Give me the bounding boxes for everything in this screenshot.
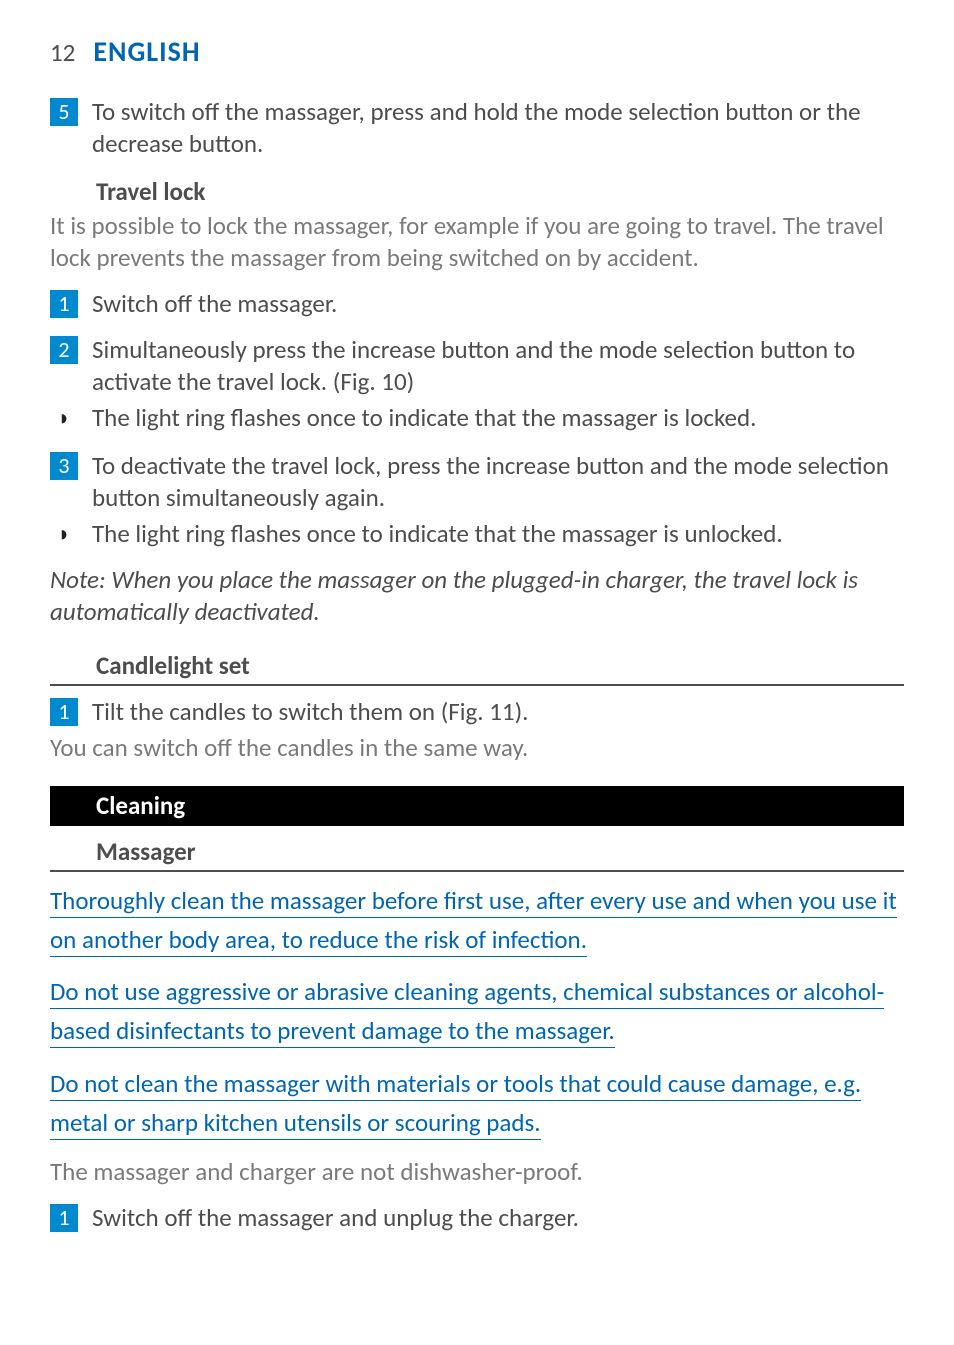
step-text: Tilt the candles to switch them on (Fig.… xyxy=(92,696,904,728)
bullet-item: ◗ The light ring flashes once to indicat… xyxy=(50,518,904,550)
travel-lock-step-2: 2 Simultaneously press the increase butt… xyxy=(50,334,904,398)
step-number-badge: 5 xyxy=(50,98,78,126)
travel-lock-step-1: 1 Switch off the massager. xyxy=(50,288,904,320)
bullet-text: The light ring flashes once to indicate … xyxy=(92,518,904,550)
section-candlelight: Candlelight set xyxy=(50,650,904,686)
chapter-cleaning: Cleaning xyxy=(50,786,904,826)
step-text: To switch off the massager, press and ho… xyxy=(92,96,904,160)
travel-lock-step-3: 3 To deactivate the travel lock, press t… xyxy=(50,450,904,514)
step-text: Switch off the massager. xyxy=(92,288,904,320)
language-title: ENGLISH xyxy=(93,34,200,70)
subheading-travel-lock: Travel lock xyxy=(96,176,904,208)
warning-text: Do not clean the massager with materials… xyxy=(50,1068,861,1140)
cleaning-warning-1: Thoroughly clean the massager before fir… xyxy=(50,882,904,960)
candlelight-step-1: 1 Tilt the candles to switch them on (Fi… xyxy=(50,696,904,728)
step-text: Simultaneously press the increase button… xyxy=(92,334,904,398)
travel-lock-intro: It is possible to lock the massager, for… xyxy=(50,210,904,274)
step-number-badge: 3 xyxy=(50,452,78,480)
page-number: 12 xyxy=(50,37,75,69)
step-text: To deactivate the travel lock, press the… xyxy=(92,450,904,514)
step-5: 5 To switch off the massager, press and … xyxy=(50,96,904,160)
cleaning-warning-2: Do not use aggressive or abrasive cleani… xyxy=(50,973,904,1051)
cleaning-step-1: 1 Switch off the massager and unplug the… xyxy=(50,1202,904,1234)
bullet-icon: ◗ xyxy=(50,404,78,432)
cleaning-para: The massager and charger are not dishwas… xyxy=(50,1156,904,1188)
travel-lock-note: Note: When you place the massager on the… xyxy=(50,564,904,628)
cleaning-warning-3: Do not clean the massager with materials… xyxy=(50,1065,904,1143)
step-text: Switch off the massager and unplug the c… xyxy=(92,1202,904,1234)
step-number-badge: 1 xyxy=(50,698,78,726)
step-number-badge: 1 xyxy=(50,290,78,318)
step-number-badge: 2 xyxy=(50,336,78,364)
bullet-item: ◗ The light ring flashes once to indicat… xyxy=(50,402,904,434)
warning-text: Thoroughly clean the massager before fir… xyxy=(50,885,897,957)
bullet-text: The light ring flashes once to indicate … xyxy=(92,402,904,434)
candlelight-after: You can switch off the candles in the sa… xyxy=(50,732,904,764)
step-number-badge: 1 xyxy=(50,1204,78,1232)
bullet-icon: ◗ xyxy=(50,520,78,548)
section-massager: Massager xyxy=(50,836,904,872)
warning-text: Do not use aggressive or abrasive cleani… xyxy=(50,976,884,1048)
page-header: 12 ENGLISH xyxy=(50,34,904,70)
